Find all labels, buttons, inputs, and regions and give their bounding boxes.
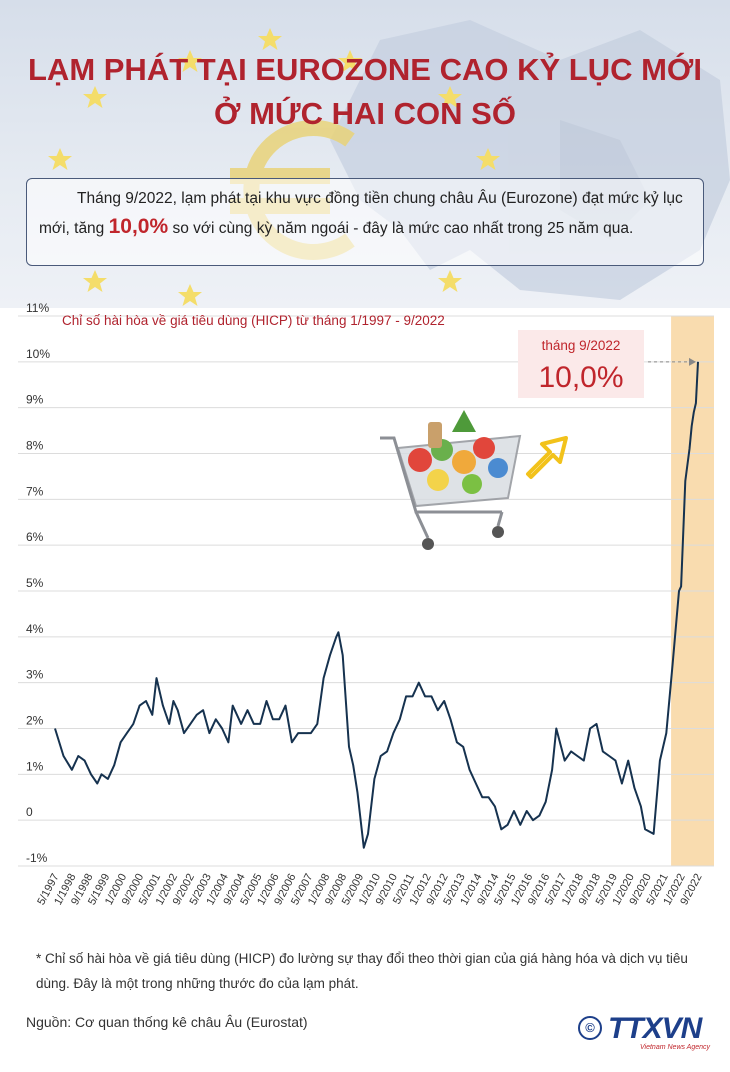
hicp-series-line: [54, 361, 699, 849]
footnote: * Chỉ số hài hòa về giá tiêu dùng (HICP)…: [36, 951, 688, 991]
intro-text-start: Tháng 9/2022, lạm phát tại khu vực đồng …: [39, 190, 683, 237]
annotation-callout: tháng 9/2022 10,0%: [518, 330, 696, 398]
y-tick-label: 10%: [26, 347, 50, 361]
callout-arrowhead: [689, 357, 696, 366]
y-tick-label: 1%: [26, 759, 44, 773]
intro-text: Tháng 9/2022, lạm phát tại khu vực đồng …: [39, 185, 691, 243]
shopping-cart-icon: [380, 410, 522, 550]
callout-box: [518, 330, 644, 398]
y-tick-label: -1%: [26, 851, 48, 865]
intro-highlight-value: 10,0%: [108, 215, 169, 238]
y-tick-label: 5%: [26, 576, 44, 590]
y-tick-label: 4%: [26, 622, 44, 636]
chart-grid: [18, 315, 714, 867]
y-axis-labels: 11% 10% 9% 8% 7% 6% 5% 4% 3% 2% 1% 0 -1%: [26, 301, 50, 865]
header-banner: LẠM PHÁT TẠI EUROZONE CAO KỶ LỤC MỚI Ở M…: [0, 0, 730, 308]
y-tick-label: 11%: [26, 301, 49, 315]
title-line-2: Ở MỨC HAI CON SỐ: [214, 96, 516, 131]
page-title: LẠM PHÁT TẠI EUROZONE CAO KỶ LỤC MỚI Ở M…: [0, 48, 730, 136]
logo-wordmark: TTXVN: [608, 1012, 702, 1045]
x-axis-labels: 5/19971/19989/19985/19991/20009/20005/20…: [35, 872, 704, 907]
logo-tagline: Vietnam News Agency: [640, 1044, 711, 1051]
y-tick-label: 6%: [26, 530, 44, 544]
callout-value: 10,0%: [538, 361, 623, 394]
source-credit: Nguồn: Cơ quan thống kê châu Âu (Eurosta…: [26, 1014, 308, 1030]
copyright-icon: ©: [578, 1016, 602, 1040]
eu-star-icon: [48, 28, 500, 306]
y-tick-label: 0: [26, 805, 33, 819]
intro-text-end: so với cùng kỳ năm ngoái - đây là mức ca…: [168, 220, 634, 237]
hicp-line-chart: 11% 10% 9% 8% 7% 6% 5% 4% 3% 2% 1% 0 -1% 5/19971/199…: [18, 301, 714, 907]
y-tick-label: 2%: [26, 714, 44, 728]
ttxvn-logo: © TTXVN Vietnam News Agency: [578, 1012, 718, 1056]
arrow-up-right-icon: [526, 436, 568, 479]
chart-title: Chỉ số hài hòa về giá tiêu dùng (HICP) t…: [62, 313, 445, 328]
y-tick-label: 7%: [26, 484, 44, 498]
y-tick-label: 8%: [26, 439, 44, 453]
y-tick-label: 9%: [26, 393, 44, 407]
y-tick-label: 3%: [26, 668, 44, 682]
intro-box: Tháng 9/2022, lạm phát tại khu vực đồng …: [26, 178, 704, 266]
title-line-1: LẠM PHÁT TẠI EUROZONE CAO KỶ LỤC MỚI: [28, 52, 702, 87]
callout-label: tháng 9/2022: [542, 338, 621, 353]
